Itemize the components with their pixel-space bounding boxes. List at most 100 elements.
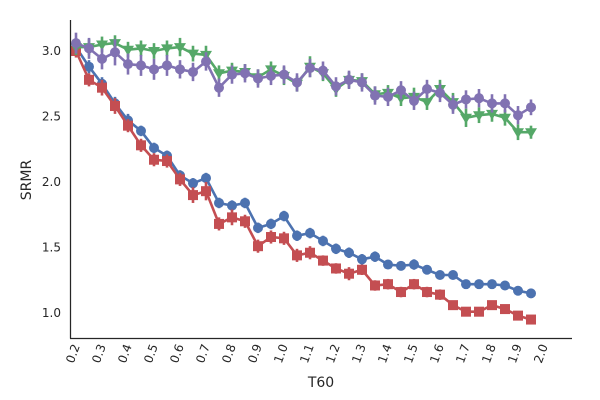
x-tick-label: 1.7 [453,342,473,365]
data-point [123,120,133,131]
data-point [149,154,159,165]
data-point [266,218,276,229]
y-tick-label: 1.0 [42,306,61,320]
data-point [422,83,432,94]
series-3 [70,35,537,141]
x-tick-label: 1.5 [401,342,421,365]
data-point [253,222,263,233]
data-point [474,279,484,290]
data-point [266,70,276,81]
data-point [136,60,146,71]
x-tick-label: 1.6 [427,342,447,365]
data-point [136,125,146,136]
data-point [461,94,471,105]
data-point [161,44,173,55]
x-tick-label: 1.4 [375,342,395,365]
x-tick-label: 1.9 [505,342,525,365]
series-1 [71,41,536,299]
data-point [473,111,485,122]
data-point [344,74,354,85]
series-line [76,41,531,134]
data-point [448,270,458,281]
data-point [305,228,315,239]
data-point [448,99,458,110]
data-point [500,280,510,291]
data-point [500,304,510,315]
x-tick-label: 1.0 [271,342,291,365]
data-point [279,233,289,244]
series-2 [71,44,536,325]
data-point [370,280,380,291]
data-point [201,173,211,184]
data-point [71,38,81,49]
data-point [512,128,524,139]
x-tick-label: 0.3 [89,342,109,365]
data-point [305,63,315,74]
y-tick-label: 3.0 [42,44,61,58]
data-point [421,98,433,109]
data-point [513,310,523,321]
data-point [331,243,341,254]
data-point [123,59,133,70]
data-point [214,197,224,208]
data-point [357,264,367,275]
data-point [227,200,237,211]
data-point [136,140,146,151]
data-point [201,186,211,197]
x-tick-label: 0.8 [219,342,239,365]
data-point [292,230,302,241]
data-point [292,77,302,88]
y-tick-label: 1.5 [42,241,61,255]
data-point [148,47,160,57]
x-tick-label: 2.0 [531,342,551,365]
ticks-layer: 0.2 0.3 0.4 0.5 0.6 0.7 0.8 0.9 1.0 1.1 1.2 1.3 1.4 1… [42,44,551,365]
data-point [110,47,120,58]
data-point [97,53,107,64]
data-point [357,77,367,88]
data-point [149,142,159,153]
data-point [227,212,237,223]
data-point [253,73,263,84]
data-point [84,61,94,72]
data-point [187,49,199,60]
data-point [331,81,341,92]
data-point [344,247,354,258]
y-tick-label: 2.5 [42,110,61,124]
data-point [422,287,432,298]
data-point [383,91,393,102]
data-point [370,251,380,262]
x-tick-label: 1.3 [349,342,369,365]
data-point [460,113,472,124]
data-point [487,279,497,290]
data-point [97,82,107,93]
data-point [526,314,536,325]
data-point [305,247,315,258]
data-point [318,235,328,246]
x-tick-label: 0.5 [141,342,161,365]
data-point [396,260,406,271]
y-tick-label: 2.0 [42,175,61,189]
data-point [279,211,289,222]
data-point [318,65,328,76]
x-tick-label: 0.6 [167,342,187,365]
data-point [474,306,484,317]
data-point [383,259,393,270]
data-point [162,60,172,71]
data-point [499,113,511,124]
series-line [74,46,532,295]
x-tick-label: 0.2 [63,342,83,365]
data-point [84,74,94,85]
data-point [435,87,445,98]
data-point [240,68,250,79]
data-point [461,279,471,290]
data-point [175,174,185,185]
data-point [162,156,172,167]
data-point [122,45,134,56]
data-point [266,232,276,243]
data-point [487,98,497,109]
data-point [188,66,198,77]
data-point [84,43,94,54]
data-point [214,218,224,229]
data-point [149,64,159,75]
